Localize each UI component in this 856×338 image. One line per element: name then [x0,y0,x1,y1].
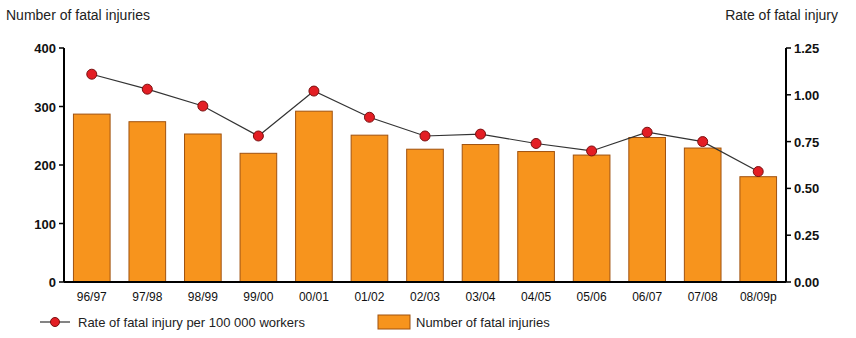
plot-area [73,69,776,282]
x-axis [64,281,786,283]
y2-tick-label: 0.50 [794,181,819,196]
x-tick-label: 03/04 [466,290,496,304]
y-tick-label: 300 [34,100,56,115]
y-tick-label: 100 [34,217,56,232]
y2-tick-label: 0.75 [794,135,819,150]
x-tick-label: 06/07 [632,290,662,304]
y2-tick [786,234,791,236]
bar [407,149,444,282]
chart: Number of fatal injuries Rate of fatal in… [0,0,856,338]
marker [420,131,430,141]
bar [240,153,277,282]
marker [309,86,319,96]
x-tick-label: 05/06 [577,290,607,304]
bar [740,177,777,282]
marker [364,112,374,122]
x-tick-label: 96/97 [77,290,107,304]
bar [684,148,721,282]
legend-marker [51,318,60,327]
bar [518,152,555,282]
y-tick [59,281,64,283]
bar [462,145,499,282]
y2-tick-label: 0.00 [794,275,819,290]
x-tick-label: 01/02 [354,290,384,304]
y-tick [59,106,64,108]
x-tick-label: 97/98 [132,290,162,304]
marker [587,146,597,156]
y2-tick [786,281,791,283]
y-tick-label: 0 [49,275,56,290]
x-tick-label: 00/01 [299,290,329,304]
marker [753,167,763,177]
y2-tick-label: 0.25 [794,228,819,243]
x-tick-label: 08/09p [740,290,777,304]
marker [87,69,97,79]
marker [642,127,652,137]
y-tick-label: 200 [34,158,56,173]
y-tick [59,164,64,166]
x-tick-label: 07/08 [688,290,718,304]
marker [198,101,208,111]
marker [253,131,263,141]
legend-label: Rate of fatal injury per 100 000 workers [78,315,305,330]
y2-tick [786,141,791,143]
line [92,74,758,171]
bar [296,111,333,282]
y2-tick [786,188,791,190]
bar [185,134,222,282]
y2-tick [786,47,791,49]
legend-item: Number of fatal injuries [378,315,550,330]
y2-tick-label: 1.00 [794,88,819,103]
y-tick-label: 400 [34,41,56,56]
marker [531,138,541,148]
legend-item: Rate of fatal injury per 100 000 workers [40,315,305,330]
y-axis-title: Number of fatal injuries [6,7,150,23]
marker [698,137,708,147]
y-tick [59,223,64,225]
y2-tick-label: 1.25 [794,41,819,56]
y2-axis-title: Rate of fatal injury [725,7,838,23]
y2-tick [786,94,791,96]
legend-label: Number of fatal injuries [416,315,550,330]
x-tick-label: 98/99 [188,290,218,304]
x-tick-label: 99/00 [243,290,273,304]
y-tick [59,47,64,49]
y2-axis [785,48,787,282]
bar [629,138,666,282]
legend-swatch [378,315,410,329]
marker [142,84,152,94]
bar [129,122,166,282]
x-tick-label: 04/05 [521,290,551,304]
bar [573,155,610,282]
x-tick-label: 02/03 [410,290,440,304]
marker [476,129,486,139]
bar [73,114,110,282]
bar [351,135,388,282]
